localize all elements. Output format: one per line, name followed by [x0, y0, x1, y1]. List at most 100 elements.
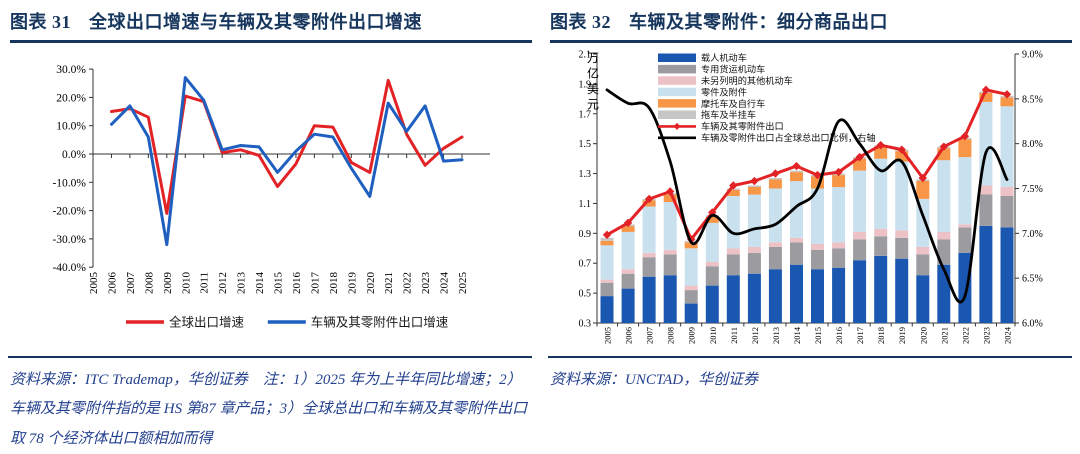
x-tick-label: 2009	[687, 327, 697, 344]
bar-segment-0	[600, 296, 614, 323]
bar-segment-4	[726, 190, 740, 196]
bar-segment-2	[684, 285, 698, 291]
series-line-0	[110, 78, 464, 215]
bar-segment-0	[811, 269, 824, 323]
bar-segment-2	[705, 261, 719, 267]
diamond-marker	[981, 85, 991, 95]
diamond-marker	[792, 161, 801, 171]
diamond-marker	[855, 152, 864, 162]
bar-segment-2	[600, 279, 614, 283]
left-y-tick-label: 0.5	[579, 289, 592, 300]
y-tick-label: -20.0%	[52, 206, 86, 218]
x-tick-label: 2005	[88, 272, 100, 295]
bar-segment-0	[642, 276, 656, 323]
x-tick-label: 2012	[217, 272, 229, 294]
line-series-1	[605, 88, 1009, 304]
bar-segment-0	[684, 303, 698, 323]
x-tick-label: 2015	[273, 272, 285, 295]
bar-segment-4	[600, 240, 614, 246]
bar-segment-3	[768, 188, 782, 243]
y-tick-label: 20.0%	[56, 92, 86, 104]
x-tick-label: 2019	[346, 272, 358, 295]
bar-segment-1	[811, 249, 824, 270]
bar-segment-1	[790, 242, 803, 265]
x-tick-label: 2008	[143, 272, 155, 295]
bar-segment-2	[811, 243, 824, 250]
x-tick-label: 2011	[199, 272, 211, 294]
bar-segment-0	[937, 264, 951, 323]
left-y-tick-label: 0.7	[579, 259, 592, 270]
bar-segment-1	[832, 248, 846, 268]
left-y-tick-label: 1.1	[579, 199, 592, 210]
x-tick-label: 2023	[420, 272, 432, 295]
series-line-1	[110, 76, 464, 247]
bar-segment-3	[684, 248, 698, 286]
bar-segment-1	[874, 236, 888, 256]
diamond-marker	[834, 167, 843, 177]
legend-swatch	[658, 76, 696, 85]
bar-segment-2	[937, 231, 951, 240]
line-chart-export-growth: 30.0% 20.0% 10.0% 0.0% -10.0% -20.0% -30.0% -40…	[52, 64, 490, 330]
stacked-bar-line-chart-vehicle-exports: 0.3 0.5 0.7 0.9 1.1 1.3 1.5 1.7 1.9 2.1 6.0% 6.5% 7.…	[579, 50, 1043, 345]
diamond-marker	[1002, 90, 1012, 99]
bar-segment-1	[663, 254, 677, 276]
x-tick-label: 2021	[383, 272, 395, 294]
bar-segment-4	[874, 146, 888, 159]
x-tick-label: 2011	[729, 327, 739, 344]
legend-swatch	[658, 87, 696, 97]
x-tick-label: 2010	[180, 272, 192, 295]
bar-segment-2	[874, 228, 888, 237]
x-tick-label: 2008	[666, 327, 676, 344]
legend-label: 零件及附件	[701, 86, 747, 97]
x-tick-label: 2018	[876, 327, 886, 344]
bar-segment-0	[621, 288, 635, 323]
x-tick-label: 2020	[365, 272, 377, 295]
legend-swatch	[658, 53, 696, 62]
figure-32-source-note: 资料来源：UNCTAD，华创证券	[550, 372, 759, 388]
bar-segment-0	[663, 275, 677, 323]
x-tick-label: 2010	[708, 327, 718, 344]
legend-label: 摩托车及自行车	[701, 98, 765, 109]
x-tick-label: 2020	[918, 327, 928, 344]
bar-segment-0	[958, 252, 972, 323]
bar-segment-0	[916, 275, 930, 323]
bar-segment-0	[832, 267, 846, 323]
x-tick-label: 2013	[236, 272, 248, 295]
bar-segment-4	[979, 92, 993, 102]
x-tick-label: 2009	[162, 272, 174, 295]
bar-segment-0	[726, 275, 740, 323]
x-tick-label: 2012	[750, 327, 760, 344]
bar-segment-0	[874, 255, 888, 324]
figure-32-title: 车辆及其零附件：细分商品出口	[629, 12, 888, 32]
unit-label: 万亿美元	[587, 51, 599, 112]
figure-31-title: 全球出口增速与车辆及其零附件出口增速	[89, 12, 422, 32]
left-y-tick-label: 1.9	[579, 79, 592, 90]
bar-segment-3	[790, 181, 803, 238]
bar-segment-4	[663, 194, 677, 202]
x-tick-label: 2025	[457, 272, 469, 295]
legend-label: 专用货运机动车	[701, 64, 765, 75]
y-tick-label: 0.0%	[62, 149, 86, 161]
bar-segment-4	[853, 158, 867, 171]
bar-segment-5	[747, 185, 761, 187]
diamond-marker	[673, 122, 681, 130]
bar-segment-2	[1000, 187, 1014, 196]
figure-31-source-note: 资料来源：ITC Trademap，华创证券 注：1）2025 年为上半年同比增…	[10, 372, 528, 447]
line-series-0	[606, 88, 1008, 241]
bar-segment-4	[621, 225, 635, 232]
legend-label: 载人机动车	[701, 52, 747, 63]
bar-segment-0	[790, 264, 803, 323]
bar-segment-2	[832, 242, 846, 249]
bar-segment-1	[937, 239, 951, 265]
bar-segment-2	[768, 242, 782, 247]
x-tick-label: 2006	[624, 327, 634, 344]
diamond-marker	[665, 187, 675, 196]
diamond-marker	[897, 145, 906, 154]
x-tick-label: 2024	[439, 272, 451, 295]
bar-segment-1	[1000, 196, 1014, 228]
bar-segment-4	[684, 242, 698, 249]
left-y-tick-label: 2.1	[579, 50, 592, 61]
left-y-tick-label: 0.9	[579, 229, 592, 240]
bar-segment-3	[874, 158, 888, 229]
legend-label: 车辆及其零附件出口增速	[311, 315, 449, 330]
